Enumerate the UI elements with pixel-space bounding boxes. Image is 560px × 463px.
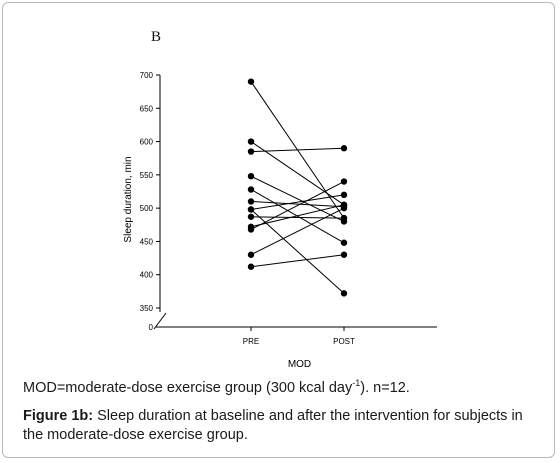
x-axis-title: MOD xyxy=(288,359,311,370)
x-tick-label: POST xyxy=(333,337,355,346)
figure-frame xyxy=(2,2,555,458)
y-tick-label: 700 xyxy=(140,71,154,80)
subject-line xyxy=(250,207,345,256)
subject-line xyxy=(250,181,345,230)
data-point xyxy=(247,78,255,85)
data-point xyxy=(340,239,348,246)
data-point xyxy=(247,186,255,193)
data-point xyxy=(340,251,348,258)
data-point xyxy=(340,290,348,297)
note-text: MOD=moderate-dose exercise group (300 kc… xyxy=(23,380,353,396)
data-point xyxy=(247,198,255,205)
subject-line xyxy=(250,194,345,210)
data-point xyxy=(247,213,255,220)
data-point xyxy=(340,204,348,212)
y-tick-label: 400 xyxy=(140,271,154,280)
data-point xyxy=(247,263,255,270)
subject-line xyxy=(250,204,345,228)
y-tick-label: 550 xyxy=(140,171,154,180)
y-tick-label: 0 xyxy=(149,323,154,332)
data-point xyxy=(247,138,255,145)
subject-line xyxy=(250,254,345,268)
y-tick-label: 650 xyxy=(140,104,154,113)
panel-label: B xyxy=(151,29,162,45)
x-tick-label: PRE xyxy=(243,337,259,346)
subject-line xyxy=(250,147,345,153)
figure-caption: Figure 1b: Sleep duration at baseline an… xyxy=(23,407,543,445)
data-point xyxy=(340,191,348,199)
y-tick-label: 500 xyxy=(140,204,154,213)
subject-line xyxy=(250,200,345,208)
data-point xyxy=(247,148,255,155)
figure-caption-text: Sleep duration at baseline and after the… xyxy=(23,408,523,443)
subject-line xyxy=(250,141,345,206)
data-point xyxy=(247,251,255,258)
subject-line xyxy=(250,175,345,222)
axis-break-mark xyxy=(153,312,167,330)
y-axis-title: Sleep duration, min xyxy=(123,156,134,242)
figure-label: Figure 1b: xyxy=(23,408,94,424)
note-superscript: -1 xyxy=(352,378,361,389)
data-point xyxy=(340,178,348,185)
y-tick-label: 600 xyxy=(140,138,154,147)
note-suffix: ). n=12. xyxy=(360,380,410,396)
data-point xyxy=(340,214,348,222)
data-point xyxy=(247,172,255,180)
subject-line xyxy=(250,216,345,219)
subject-line xyxy=(250,209,345,294)
data-point xyxy=(247,226,255,233)
data-point xyxy=(340,145,348,152)
data-point xyxy=(247,206,255,213)
y-tick-label: 450 xyxy=(140,237,154,246)
abbreviation-note: MOD=moderate-dose exercise group (300 kc… xyxy=(23,379,543,398)
y-tick-label: 350 xyxy=(140,304,154,313)
